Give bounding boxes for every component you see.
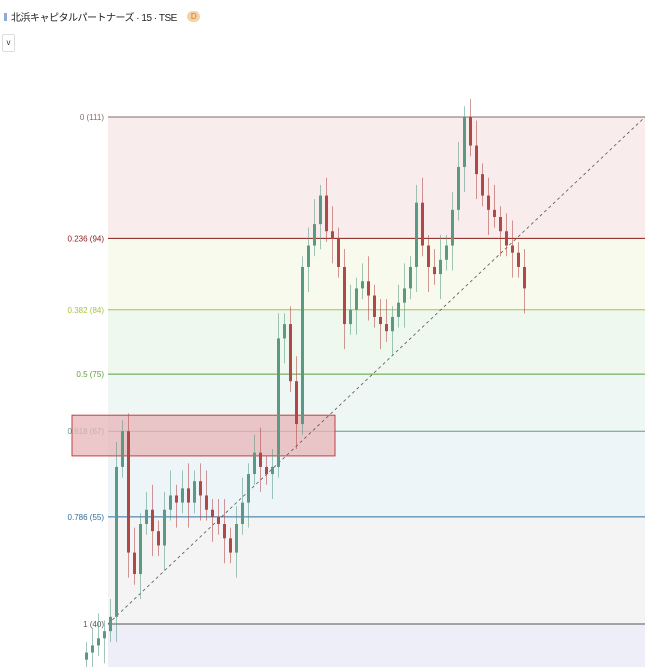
candle-body	[265, 466, 268, 475]
candle-body	[223, 524, 226, 539]
candle-body	[445, 245, 448, 260]
candle-body	[355, 288, 358, 310]
candle-body	[181, 488, 184, 503]
candle-body	[247, 474, 250, 503]
candle-body	[289, 324, 292, 382]
candle-body	[475, 145, 478, 175]
candle-body	[469, 117, 472, 146]
candle-body	[103, 631, 106, 639]
candle-body	[193, 481, 196, 503]
candle-body	[211, 509, 214, 517]
candle-body	[379, 316, 382, 325]
candle-body	[349, 309, 352, 325]
candle-body	[505, 231, 508, 246]
candle-body	[421, 202, 424, 246]
candle-body	[91, 645, 94, 653]
fib-band	[108, 238, 645, 310]
fib-level-label: 0.236 (94)	[68, 234, 105, 243]
candle-body	[391, 316, 394, 332]
candle-body	[133, 552, 136, 575]
candle-body	[523, 266, 526, 289]
candle-body	[319, 195, 322, 225]
candle-body	[283, 324, 286, 339]
fib-band	[108, 624, 645, 667]
interval-badge[interactable]: D	[186, 11, 201, 22]
candle-body	[361, 281, 364, 289]
candle-body	[517, 252, 520, 267]
candle-body	[121, 431, 124, 467]
candle-body	[229, 538, 232, 553]
candle-body	[439, 259, 442, 275]
fib-band	[108, 117, 645, 239]
candle-body	[97, 638, 100, 646]
candle-body	[331, 231, 334, 239]
candle-body	[115, 466, 118, 617]
candle-body	[511, 245, 514, 253]
symbol-title: 北浜キャピタルパートナーズ · 15 · TSE	[11, 13, 177, 24]
symbol-icon	[4, 12, 7, 21]
candle-body	[343, 266, 346, 325]
candle-body	[145, 509, 148, 525]
candle-body	[85, 652, 88, 660]
candle-body	[241, 502, 244, 525]
candle-body	[187, 488, 190, 503]
candle-body	[481, 174, 484, 196]
candle-body	[253, 452, 256, 475]
candle-body	[487, 195, 490, 210]
candle-body	[385, 324, 388, 332]
fib-level-label: 0.5 (75)	[76, 370, 104, 379]
fib-level-label: 0.382 (84)	[68, 306, 105, 315]
candle-body	[301, 266, 304, 425]
candle-body	[325, 195, 328, 232]
candle-body	[199, 481, 202, 496]
candle-body	[205, 495, 208, 510]
candle-body	[409, 266, 412, 289]
candle-body	[271, 466, 274, 475]
candle-body	[415, 202, 418, 267]
candle-body	[499, 216, 502, 232]
candle-body	[493, 209, 496, 217]
candle-body	[109, 616, 112, 632]
fib-band	[108, 516, 645, 624]
candle-body	[367, 281, 370, 296]
candle-body	[307, 245, 310, 267]
candle-body	[373, 295, 376, 317]
candle-body	[139, 524, 142, 575]
candle-body	[259, 452, 262, 467]
price-zone-box	[71, 414, 336, 457]
fib-level-label: 1 (40)	[83, 620, 104, 629]
candle-body	[433, 266, 436, 275]
fib-level-label: 0.786 (55)	[68, 513, 105, 522]
candle-body	[463, 117, 466, 167]
candle-body	[157, 531, 160, 546]
chart-header: 北浜キャピタルパートナーズ · 15 · TSE D	[4, 9, 201, 24]
dropdown-toggle[interactable]: v	[2, 34, 15, 52]
candle-body	[163, 509, 166, 546]
candle-body	[397, 302, 400, 317]
candle-body	[427, 245, 430, 267]
candle-body	[457, 166, 460, 210]
fib-band	[108, 309, 645, 375]
candle-body	[451, 209, 454, 246]
candle-body	[235, 524, 238, 553]
candle-body	[295, 381, 298, 425]
candle-body	[277, 338, 280, 467]
candle-body	[151, 509, 154, 532]
candle-body	[175, 495, 178, 503]
candle-body	[217, 516, 220, 525]
candle-body	[313, 224, 316, 246]
candle-body	[403, 288, 406, 303]
candle-body	[169, 495, 172, 510]
fib-level-label: 0 (111)	[80, 113, 104, 122]
candle-body	[127, 431, 130, 553]
candle-body	[337, 238, 340, 267]
